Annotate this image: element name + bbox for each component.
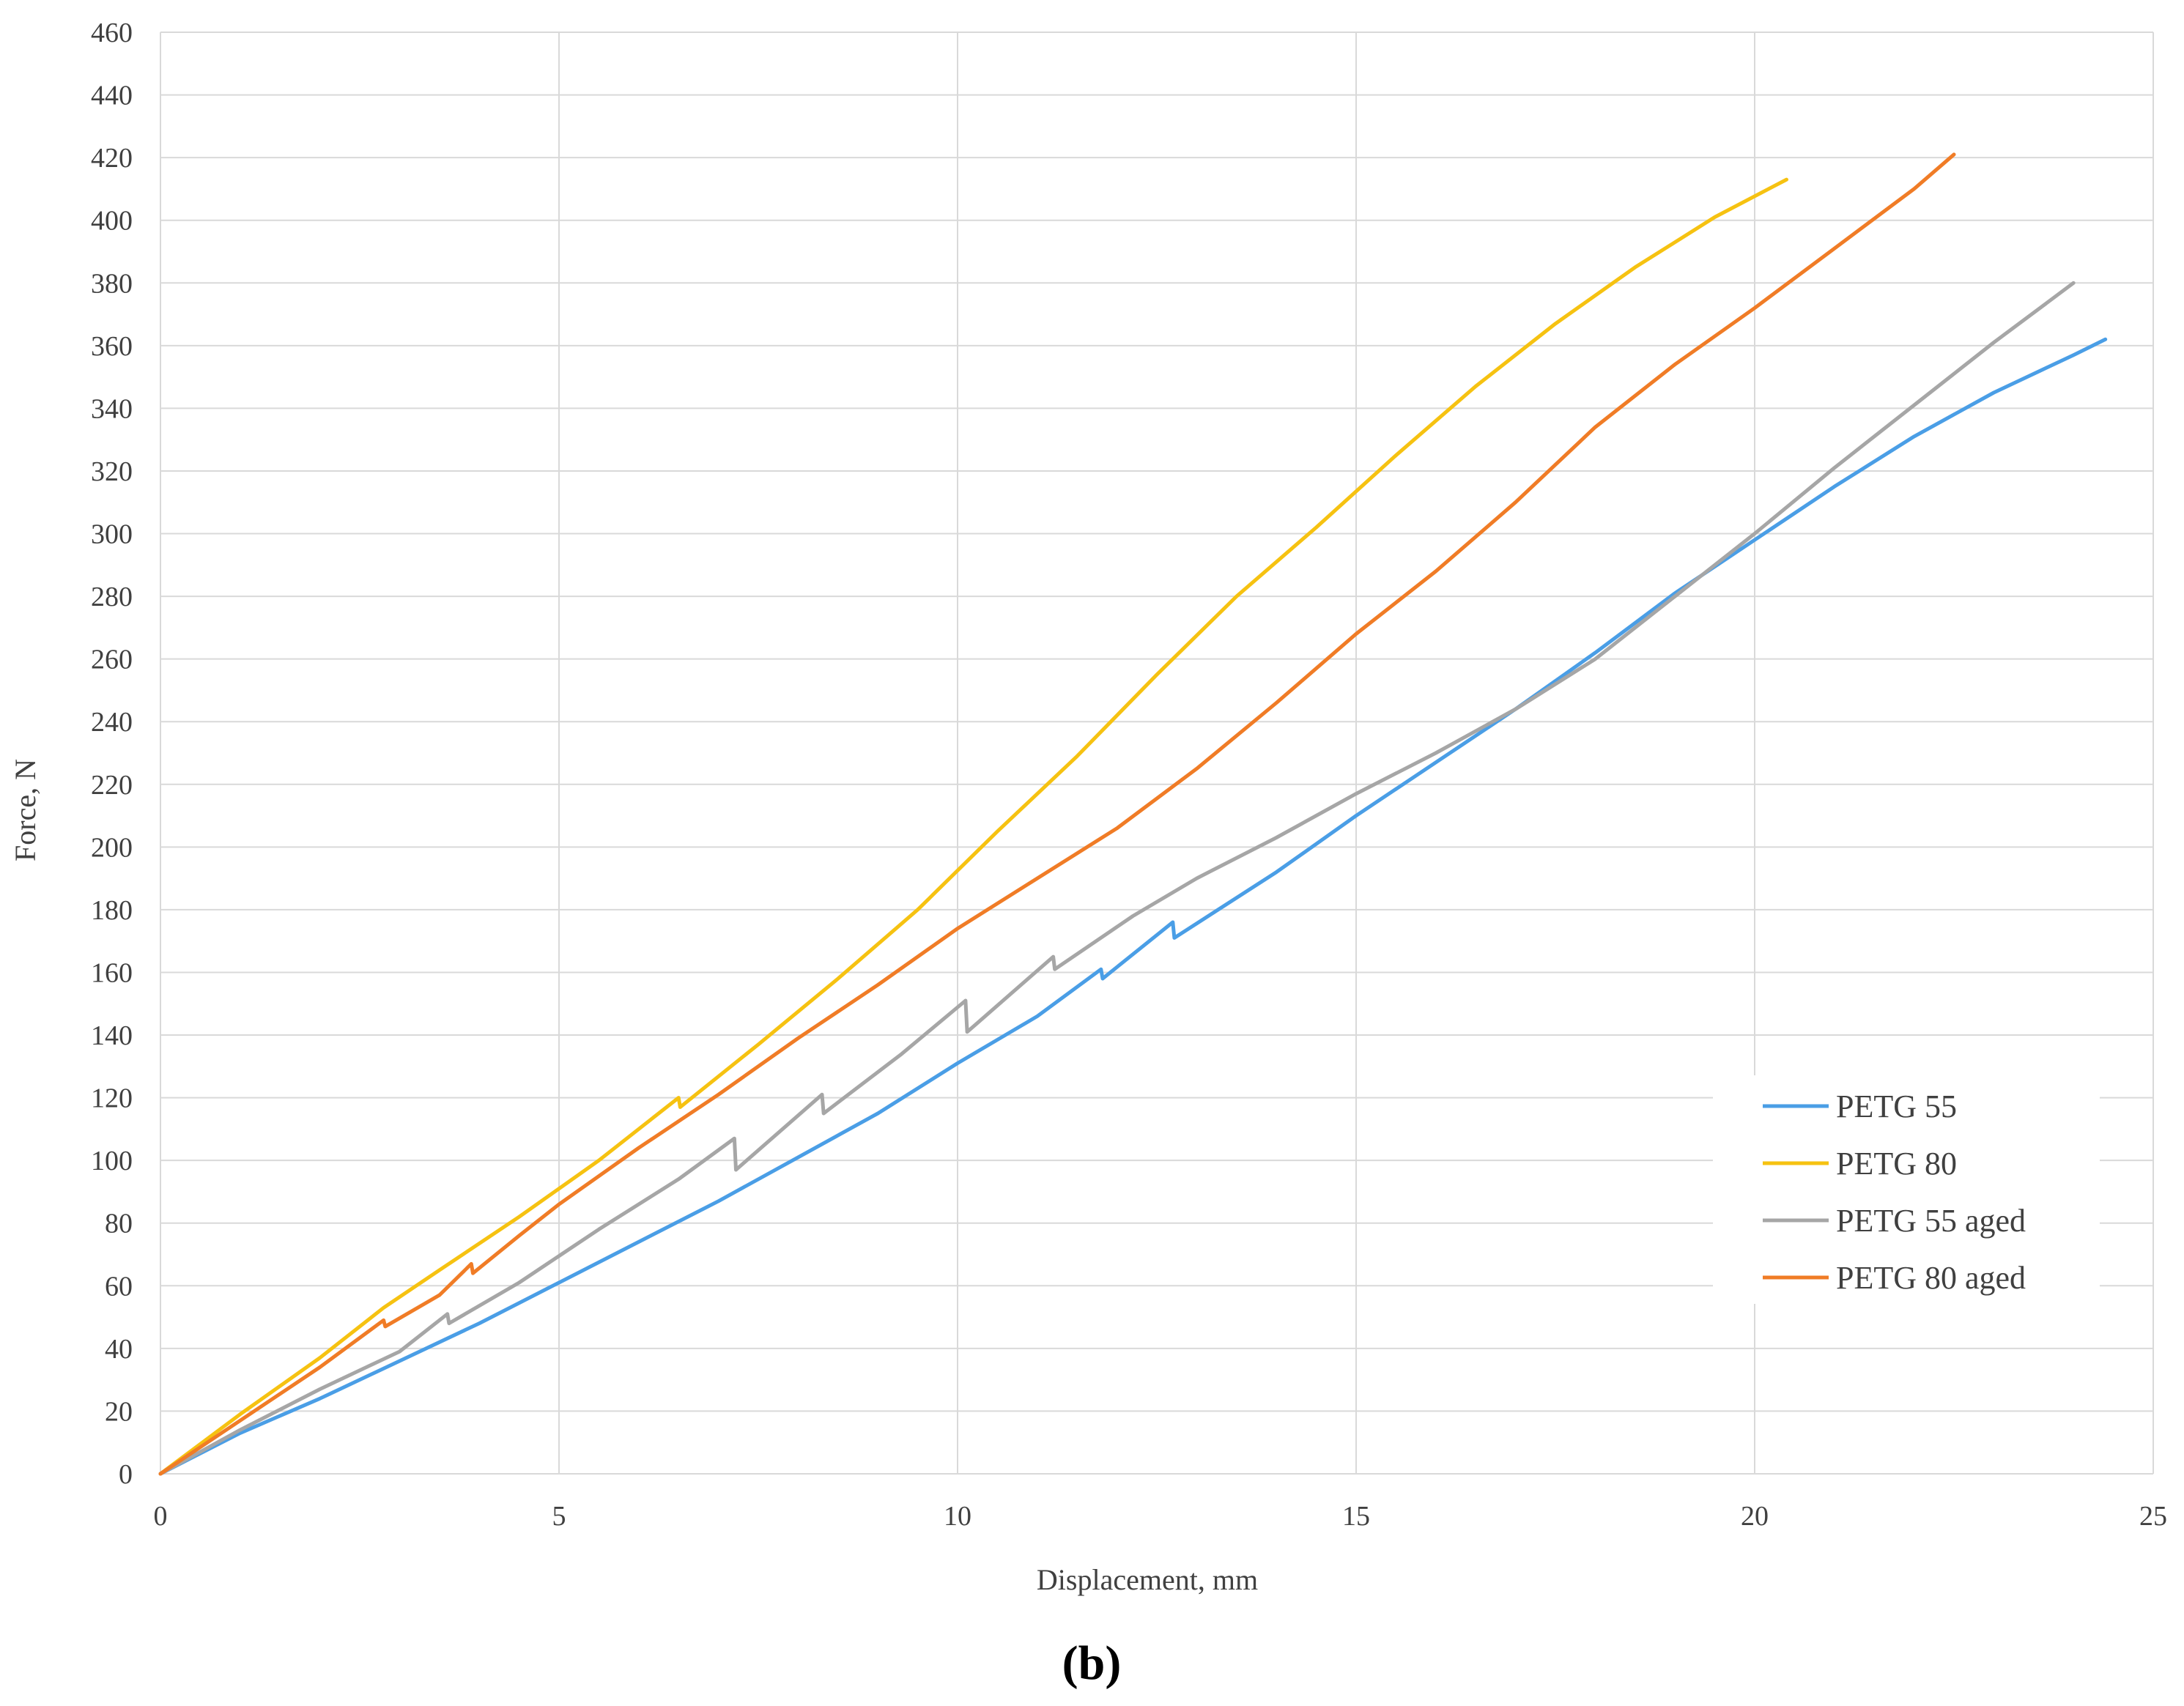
series-line-2 (158, 177, 1788, 1476)
x-tick-label: 15 (1342, 1501, 1370, 1532)
x-axis-title: Displacement, mm (1037, 1563, 1258, 1596)
legend-label: PETG 80 aged (1836, 1260, 2026, 1296)
legend-label: PETG 55 aged (1836, 1203, 2026, 1239)
y-tick-label: 140 (91, 1020, 133, 1051)
y-tick-label: 420 (91, 143, 133, 174)
y-tick-label: 400 (91, 206, 133, 237)
series-line-4 (158, 152, 1956, 1476)
legend: PETG 55 PETG 80 PETG 55 aged PETG 80 aged (1713, 1075, 2100, 1304)
y-tick-label: 60 (105, 1271, 133, 1302)
legend-box (1713, 1075, 2100, 1304)
x-tick-label: 20 (1741, 1501, 1769, 1532)
y-tick-label: 180 (91, 895, 133, 926)
y-tick-label: 320 (91, 456, 133, 487)
x-tick-label: 0 (154, 1501, 168, 1532)
y-tick-label: 200 (91, 832, 133, 863)
x-tick-label: 10 (944, 1501, 971, 1532)
series-line-1 (158, 337, 2108, 1476)
y-tick-label: 280 (91, 582, 133, 612)
y-tick-label: 340 (91, 393, 133, 424)
series-lines (158, 152, 2108, 1476)
y-tick-label: 380 (91, 268, 133, 299)
y-tick-label: 220 (91, 770, 133, 801)
gridlines (160, 31, 2154, 1475)
x-tick-label: 5 (552, 1501, 566, 1532)
x-tick-label: 25 (2139, 1501, 2167, 1532)
y-axis-title: Force, N (9, 759, 42, 861)
series-line-3 (158, 281, 2076, 1476)
y-tick-label: 160 (91, 957, 133, 988)
y-tick-label: 300 (91, 519, 133, 550)
y-tick-label: 80 (105, 1209, 133, 1239)
y-tick-label: 0 (119, 1459, 133, 1490)
panel-label: (b) (1062, 1636, 1122, 1690)
y-tick-label: 360 (91, 331, 133, 362)
y-tick-label: 20 (105, 1396, 133, 1427)
x-tick-labels: 0 5 10 15 20 25 (154, 1501, 2168, 1532)
y-tick-label: 260 (91, 645, 133, 675)
y-tick-label: 440 (91, 81, 133, 111)
y-tick-label: 40 (105, 1334, 133, 1365)
y-tick-label: 240 (91, 707, 133, 738)
legend-label: PETG 80 (1836, 1146, 1957, 1182)
y-tick-label: 120 (91, 1083, 133, 1114)
legend-label: PETG 55 (1836, 1088, 1957, 1124)
y-tick-label: 100 (91, 1146, 133, 1176)
y-tick-label: 460 (91, 18, 133, 48)
y-tick-labels: 0 20 40 60 80 100 120 140 160 180 200 220 240 260 280 3… (91, 18, 133, 1490)
